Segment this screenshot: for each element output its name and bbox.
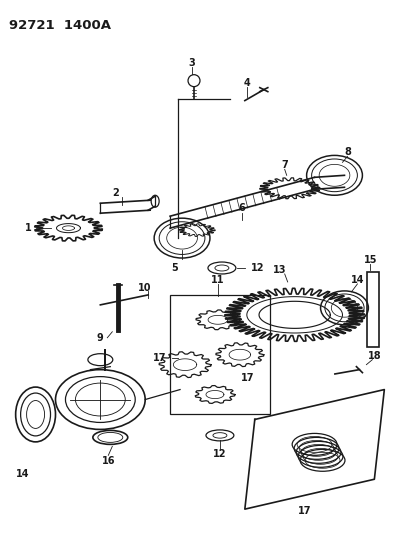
Text: 11: 11 <box>211 275 225 285</box>
Text: 18: 18 <box>368 351 381 361</box>
Bar <box>170 295 270 415</box>
Text: 5: 5 <box>172 263 178 273</box>
Text: 14: 14 <box>16 469 30 479</box>
Text: 4: 4 <box>243 78 250 87</box>
Text: 2: 2 <box>112 188 119 198</box>
Text: 17: 17 <box>153 353 167 362</box>
Text: 6: 6 <box>238 203 245 213</box>
Bar <box>367 272 379 346</box>
Text: 17: 17 <box>298 506 311 516</box>
Text: 12: 12 <box>251 263 264 273</box>
Text: 10: 10 <box>138 283 152 293</box>
Text: 9: 9 <box>97 333 104 343</box>
Text: 8: 8 <box>344 148 351 157</box>
Text: 1: 1 <box>25 223 32 233</box>
Text: 17: 17 <box>241 373 255 383</box>
Text: 15: 15 <box>364 255 377 265</box>
Text: 12: 12 <box>213 449 227 459</box>
Text: 14: 14 <box>351 275 364 285</box>
Text: 3: 3 <box>189 58 195 68</box>
Polygon shape <box>245 390 384 509</box>
Text: 7: 7 <box>281 160 288 171</box>
Text: 92721  1400A: 92721 1400A <box>9 19 111 32</box>
Text: 16: 16 <box>102 456 115 466</box>
Text: 13: 13 <box>273 265 286 275</box>
